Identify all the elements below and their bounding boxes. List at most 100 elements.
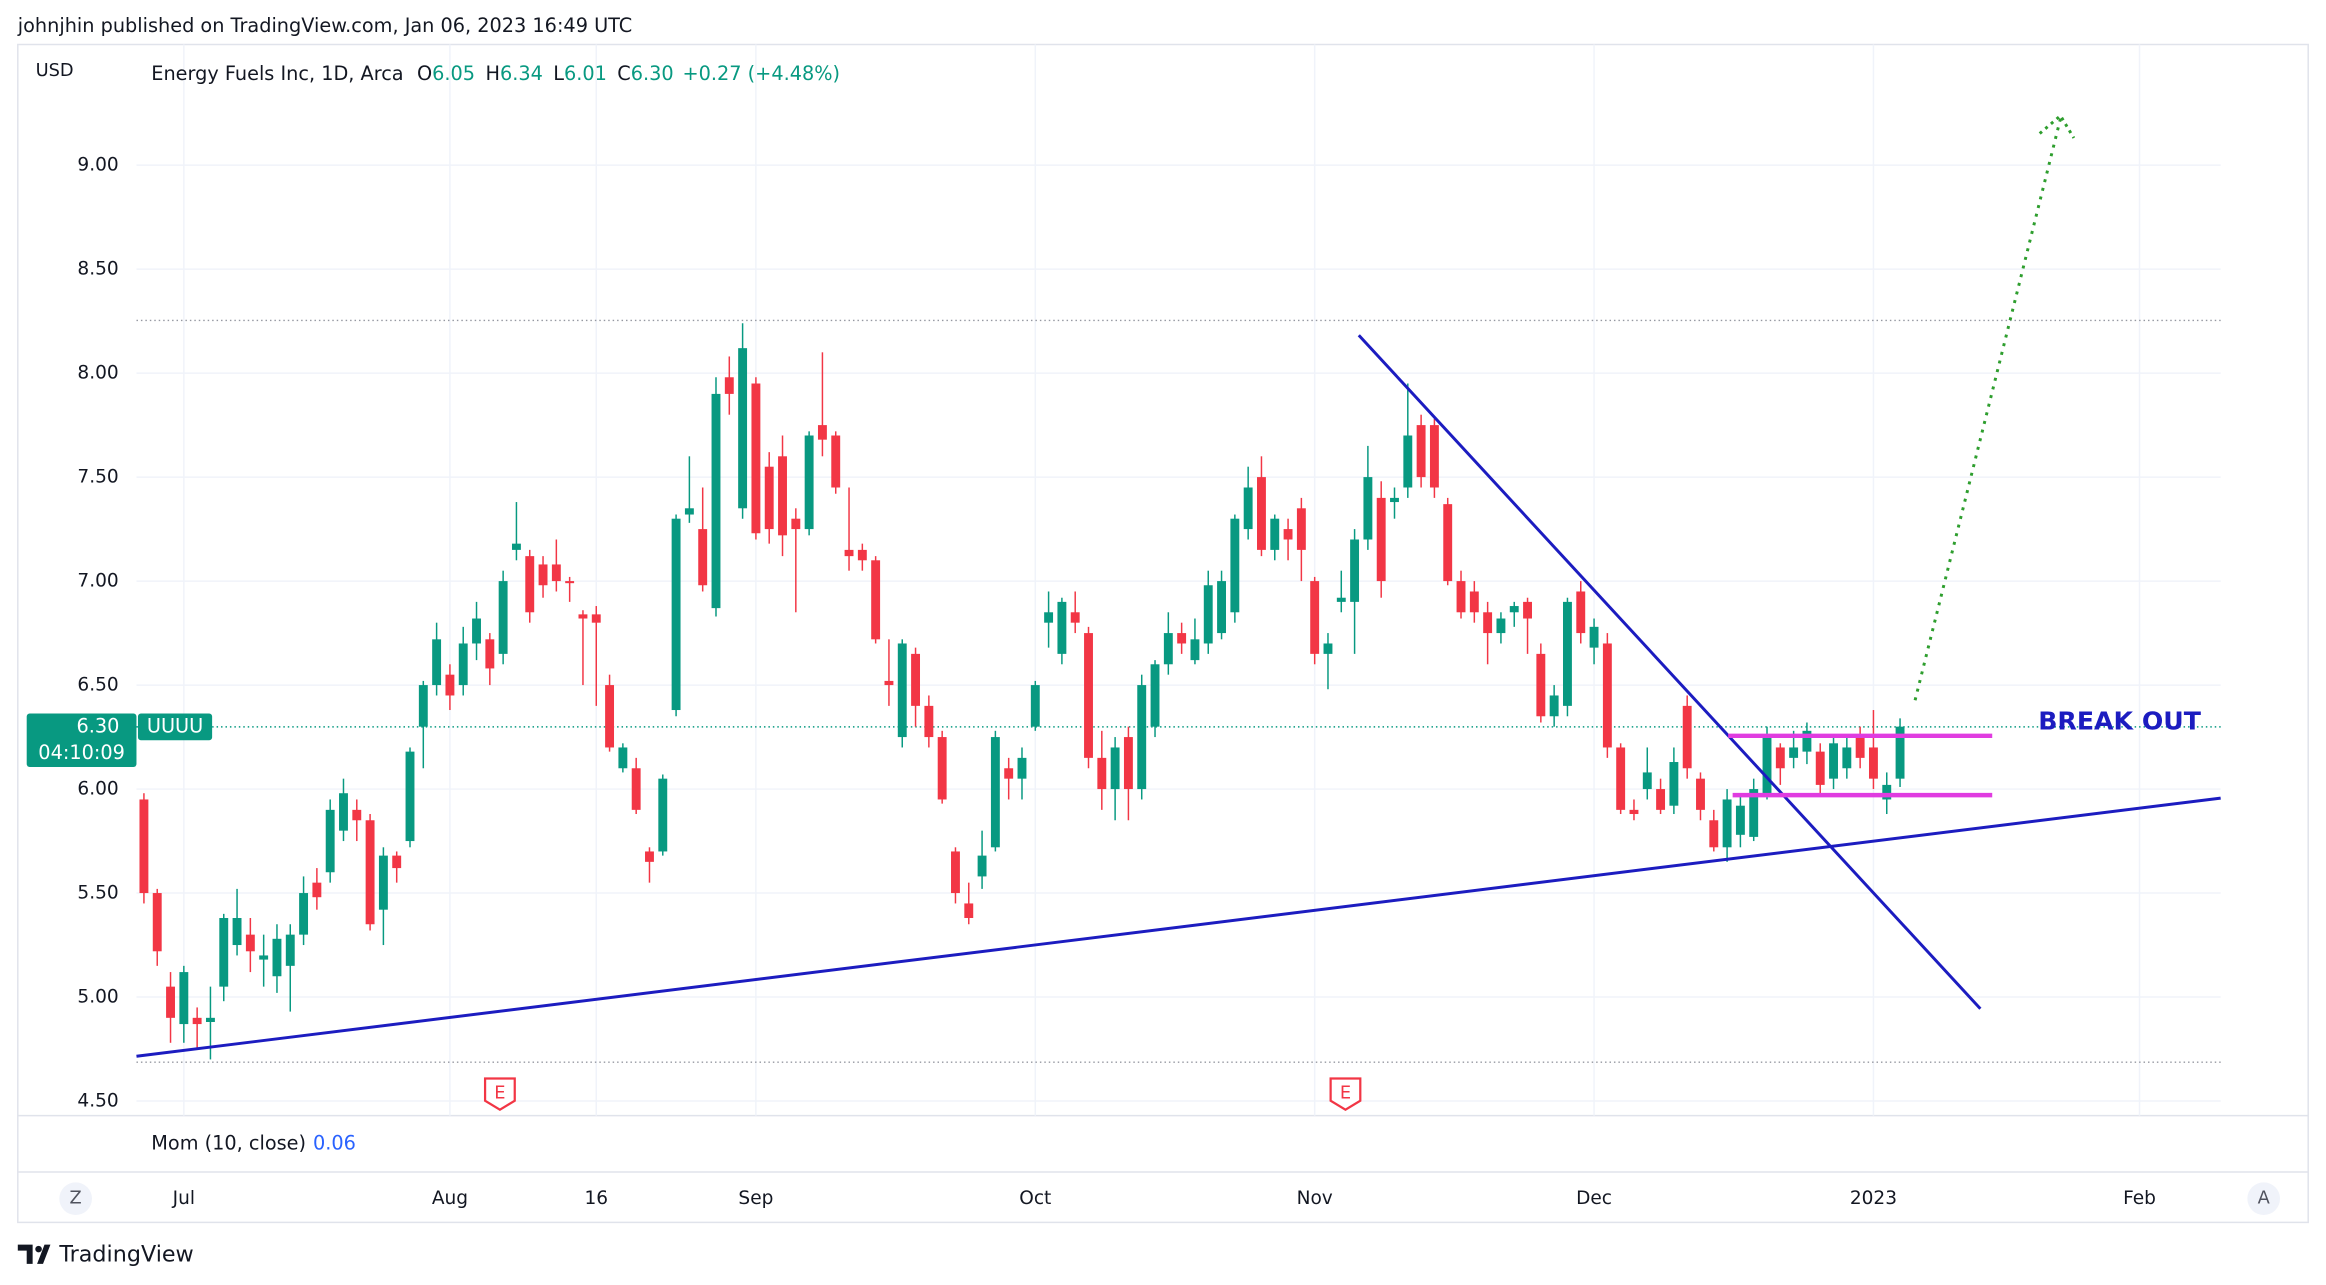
candle-body [764, 466, 774, 530]
candle-body [1177, 633, 1187, 644]
y-tick-label: 7.00 [77, 571, 118, 592]
candle-body [272, 938, 282, 977]
earnings-marker[interactable]: E [483, 1077, 516, 1111]
x-tick-label: Dec [1576, 1188, 1612, 1209]
x-tick-label: 2023 [1850, 1188, 1897, 1209]
candle-body [1097, 757, 1107, 790]
candle-body [1376, 497, 1386, 582]
symbol-label-box [137, 713, 213, 741]
candle-body [844, 549, 854, 557]
candle-body [937, 737, 947, 800]
legend-value: 6.34 [500, 62, 543, 85]
candle-body [1390, 497, 1399, 503]
candle-body [951, 851, 960, 894]
candle-body [1483, 612, 1493, 634]
candle-body [1496, 618, 1506, 634]
auto-button[interactable] [2247, 1182, 2281, 1215]
grid [136, 44, 2221, 1116]
candle-body [1270, 518, 1280, 550]
earnings-marker[interactable]: E [1329, 1077, 1362, 1111]
candle-body [1696, 778, 1705, 810]
candle-body [1469, 591, 1479, 613]
candle-body [1842, 747, 1852, 769]
projection-arrow [1913, 118, 2062, 701]
candle-body [1070, 612, 1080, 623]
y-tick-label: 8.50 [77, 259, 118, 280]
y-tick-label: 6.00 [77, 779, 118, 800]
candle-body [525, 556, 535, 613]
candle-body [1296, 508, 1306, 550]
candle-body [724, 377, 734, 394]
legend-value: 6.01 [564, 62, 607, 85]
candle-body [1509, 606, 1519, 613]
chart-frame [17, 43, 2309, 1224]
candle-body [299, 893, 309, 935]
candle-body [485, 639, 495, 669]
candle-body [1230, 518, 1240, 613]
candle-body [751, 383, 761, 534]
candle-body [1829, 743, 1838, 779]
indicator-value: 0.06 [313, 1131, 356, 1154]
x-tick-label: Feb [2123, 1188, 2156, 1209]
candle-body [1749, 789, 1759, 837]
candle-body [738, 348, 748, 509]
legend-key: H [485, 62, 499, 85]
candle-body [698, 529, 708, 586]
x-tick-label: 16 [584, 1188, 608, 1209]
y-tick-label: 7.50 [77, 467, 118, 488]
candle-body [964, 903, 974, 919]
candle-body [1110, 747, 1120, 790]
candle-body [1004, 768, 1014, 779]
candle-body [339, 793, 348, 831]
candle-body [924, 705, 934, 738]
candle-body [418, 685, 428, 727]
candle-body [1709, 820, 1719, 848]
candle-body [1323, 643, 1333, 654]
candle-body [817, 425, 827, 440]
candle-body [166, 986, 175, 1018]
price-label: 6.30 [76, 714, 119, 737]
countdown: 04:10:09 [38, 741, 125, 764]
candle-body [392, 855, 402, 869]
candle-body [1563, 601, 1572, 706]
candle-body [1243, 487, 1253, 530]
footer-brand: TradingView [58, 1242, 193, 1268]
candle-body [285, 934, 295, 966]
indicator-name: Mom (10, close) [151, 1131, 306, 1154]
candle-body [205, 1017, 215, 1022]
candle-body [1350, 539, 1360, 602]
candle-body [645, 851, 654, 862]
candle-body [1642, 772, 1652, 790]
candle-body [897, 643, 907, 738]
candle-body [232, 918, 242, 946]
candle-body [977, 855, 987, 877]
candle-body [1017, 757, 1027, 779]
candle-body [1150, 664, 1160, 727]
ohlc-legend: Energy Fuels Inc, 1D, Arca O6.05 H6.34 L6.0… [151, 62, 840, 85]
arrow-head [2038, 113, 2076, 139]
candle-body [1629, 809, 1639, 815]
currency-label: USD [36, 60, 74, 81]
candle-body [1057, 601, 1067, 654]
candle-body [1815, 751, 1825, 785]
resistance-trendline [1357, 334, 1982, 1010]
candle-body [1523, 601, 1532, 619]
candle-body [365, 820, 375, 925]
x-tick-label: Nov [1297, 1188, 1333, 1209]
legend-key: C [617, 62, 630, 85]
candle-body [1217, 581, 1226, 634]
publish-header: johnjhin published on TradingView.com, J… [17, 14, 632, 37]
candle-body [179, 972, 189, 1025]
y-tick-label: 4.50 [77, 1091, 118, 1112]
candle-body [605, 685, 615, 748]
auto-button-label: A [2258, 1188, 2271, 1209]
support-trendline [136, 796, 2221, 1058]
x-tick-label: Jul [172, 1188, 195, 1209]
candle-body [245, 934, 255, 952]
candle-body [1283, 529, 1293, 540]
legend-key: O [417, 62, 432, 85]
candle-body [1656, 789, 1666, 810]
zoom-button[interactable] [59, 1182, 92, 1215]
candle-body [911, 653, 921, 706]
